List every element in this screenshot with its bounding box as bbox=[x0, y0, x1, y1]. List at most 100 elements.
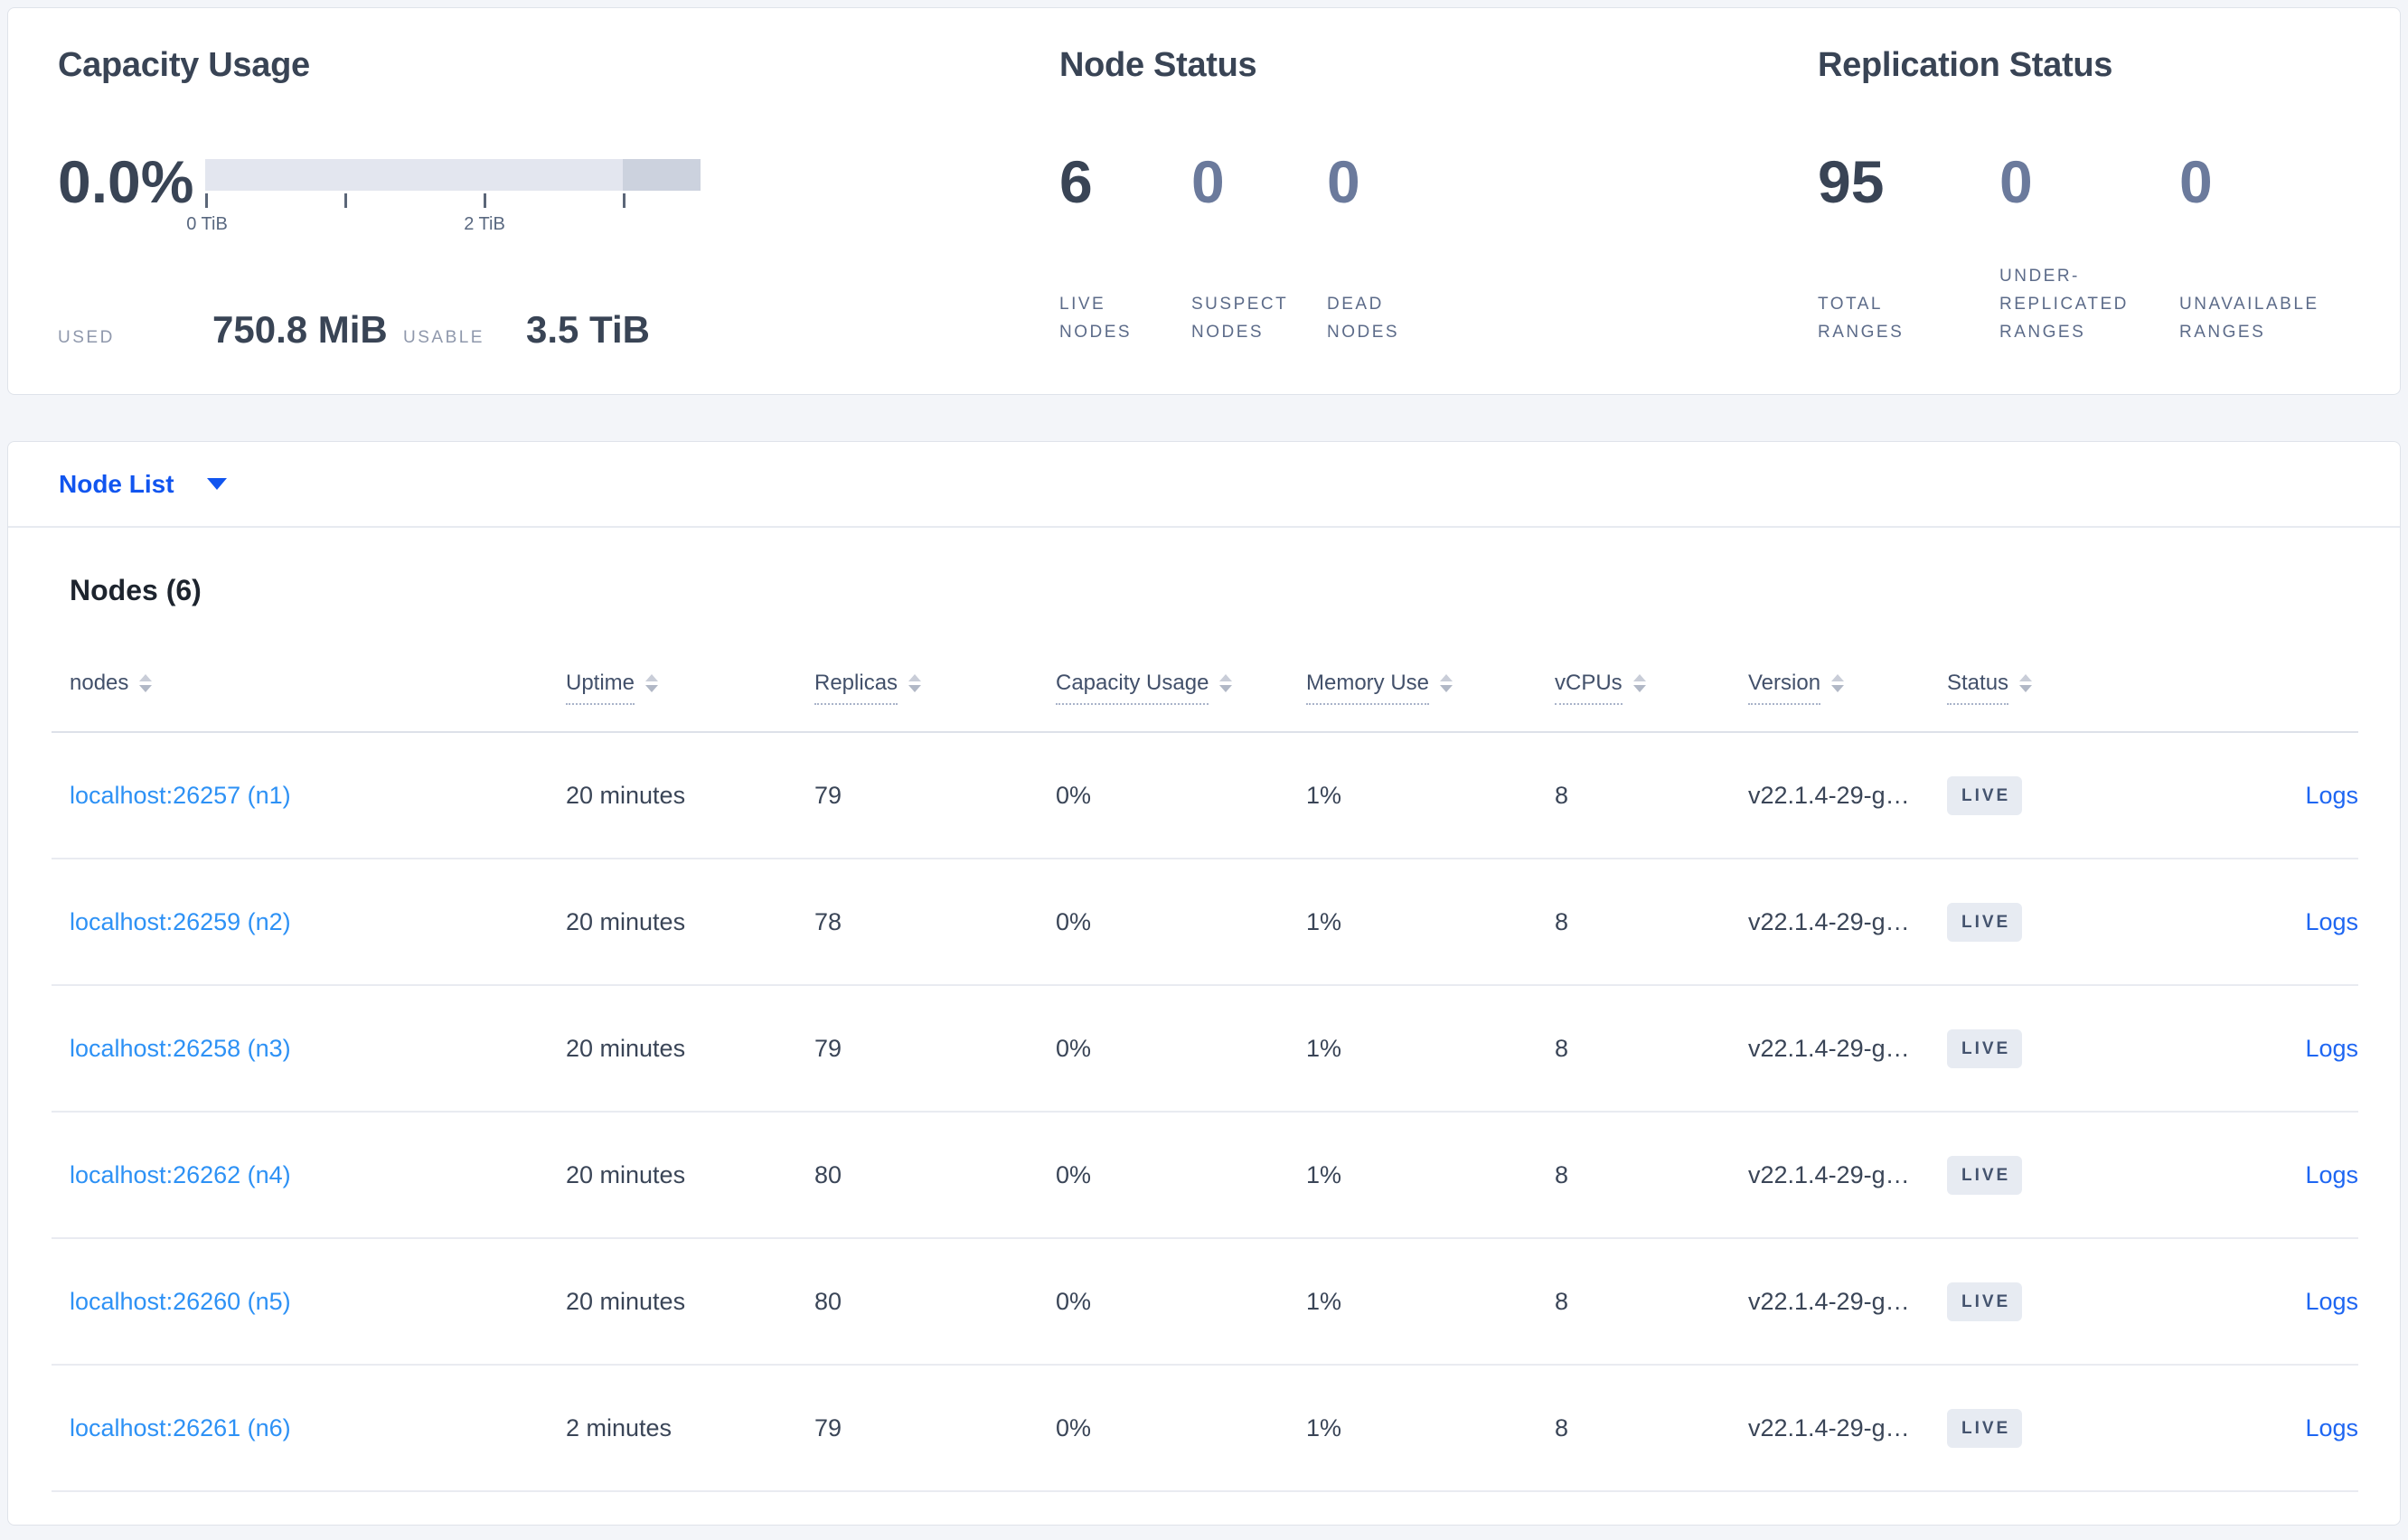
replication-status-title: Replication Status bbox=[1818, 46, 2113, 84]
replicas-cell: 78 bbox=[814, 907, 842, 935]
column-header-label: Version bbox=[1748, 671, 1821, 705]
axis-tick-label: 2 TiB bbox=[464, 214, 505, 234]
sort-icon bbox=[139, 673, 153, 692]
stat-value: 6 bbox=[1059, 148, 1093, 215]
capacity-usage-cell: 0% bbox=[1056, 1287, 1092, 1315]
capacity-usage-cell: 0% bbox=[1056, 907, 1092, 935]
logs-link[interactable]: Logs bbox=[2305, 907, 2358, 935]
capacity-bar-segment bbox=[623, 159, 701, 191]
uptime-cell: 20 minutes bbox=[566, 1034, 686, 1062]
nodes-section: Nodes (6) nodes Uptime Replicas Capacity Us… bbox=[8, 573, 2400, 1492]
status-badge: LIVE bbox=[1947, 775, 2023, 815]
table-row: localhost:26258 (n3) 20 minutes 79 0% 1% 8 v22… bbox=[52, 985, 2358, 1112]
caret-down-icon bbox=[206, 478, 227, 490]
status-cell: LIVE bbox=[1947, 1238, 2132, 1365]
node-status-title: Node Status bbox=[1059, 46, 1257, 84]
version-cell: v22.1.4-29-g… bbox=[1748, 781, 1910, 809]
sort-icon bbox=[1440, 673, 1453, 692]
axis-tick bbox=[623, 193, 626, 208]
sort-up-arrow-icon bbox=[139, 673, 153, 681]
column-header-content: vCPUs bbox=[1555, 671, 1748, 705]
node-link[interactable]: localhost:26259 (n2) bbox=[70, 907, 291, 935]
sort-icon bbox=[645, 673, 659, 692]
vcpus-cell: 8 bbox=[1555, 1160, 1569, 1188]
uptime-cell: 20 minutes bbox=[566, 1160, 686, 1188]
logs-link[interactable]: Logs bbox=[2305, 1034, 2358, 1062]
logs-cell: Logs bbox=[2132, 1112, 2358, 1238]
sort-down-arrow-icon bbox=[1440, 684, 1453, 692]
column-header-memory-use[interactable]: Memory Use bbox=[1306, 643, 1555, 732]
node-cell: localhost:26262 (n4) bbox=[52, 1112, 566, 1238]
column-header-capacity-usage[interactable]: Capacity Usage bbox=[1056, 643, 1306, 732]
usable-value: 3.5 TiB bbox=[526, 308, 650, 351]
node-link[interactable]: localhost:26260 (n5) bbox=[70, 1287, 291, 1315]
stat-value: 0 bbox=[1191, 148, 1225, 215]
capacity-percent-value: 0.0% bbox=[58, 148, 194, 215]
memory-use-cell: 1% bbox=[1306, 907, 1342, 935]
column-header-content: Uptime bbox=[566, 671, 814, 705]
status-cell: LIVE bbox=[1947, 1365, 2132, 1491]
replicas-cell: 79 bbox=[814, 1034, 842, 1062]
logs-cell: Logs bbox=[2132, 732, 2358, 859]
column-header-vcpus[interactable]: vCPUs bbox=[1555, 643, 1748, 732]
logs-link[interactable]: Logs bbox=[2305, 1160, 2358, 1188]
table-row: localhost:26261 (n6) 2 minutes 79 0% 1% 8 v22.… bbox=[52, 1365, 2358, 1491]
sort-down-arrow-icon bbox=[908, 684, 922, 692]
capacity-usage-cell: 0% bbox=[1056, 1034, 1092, 1062]
sort-icon bbox=[2019, 673, 2033, 692]
column-header-replicas[interactable]: Replicas bbox=[814, 643, 1056, 732]
node-cell: localhost:26257 (n1) bbox=[52, 732, 566, 859]
vcpus-cell: 8 bbox=[1555, 1034, 1569, 1062]
stat-value: 0 bbox=[1327, 148, 1360, 215]
sort-up-arrow-icon bbox=[2019, 673, 2033, 681]
replicas-cell: 80 bbox=[814, 1160, 842, 1188]
vcpus-cell: 8 bbox=[1555, 907, 1569, 935]
sort-down-arrow-icon bbox=[1219, 684, 1233, 692]
node-list-dropdown[interactable]: Node List bbox=[8, 442, 2400, 528]
logs-cell: Logs bbox=[2132, 985, 2358, 1112]
sort-down-arrow-icon bbox=[139, 684, 153, 692]
replicas-cell: 80 bbox=[814, 1287, 842, 1315]
node-cell: localhost:26261 (n6) bbox=[52, 1365, 566, 1491]
column-header-status[interactable]: Status bbox=[1947, 643, 2132, 732]
logs-link[interactable]: Logs bbox=[2305, 1287, 2358, 1315]
cluster-summary-card: Capacity Usage 0.0% 0 TiB 2 TiB USED 750… bbox=[7, 7, 2401, 395]
replicas-cell: 79 bbox=[814, 1413, 842, 1441]
node-link[interactable]: localhost:26258 (n3) bbox=[70, 1034, 291, 1062]
column-header-uptime[interactable]: Uptime bbox=[566, 643, 814, 732]
stat-column: 6 LIVE NODES bbox=[1059, 151, 1191, 346]
version-cell: v22.1.4-29-g… bbox=[1748, 1287, 1910, 1315]
column-header-label: Replicas bbox=[814, 671, 898, 705]
vcpus-cell: 8 bbox=[1555, 1287, 1569, 1315]
node-link[interactable]: localhost:26262 (n4) bbox=[70, 1160, 291, 1188]
stat-label: SUSPECT NODES bbox=[1191, 295, 1288, 342]
table-row: localhost:26262 (n4) 20 minutes 80 0% 1% 8 v22… bbox=[52, 1112, 2358, 1238]
sort-up-arrow-icon bbox=[1219, 673, 1233, 681]
status-badge: LIVE bbox=[1947, 1408, 2023, 1448]
logs-cell: Logs bbox=[2132, 1238, 2358, 1365]
sort-down-arrow-icon bbox=[1632, 684, 1646, 692]
column-header-nodes[interactable]: nodes bbox=[52, 643, 566, 732]
logs-link[interactable]: Logs bbox=[2305, 781, 2358, 809]
stat-label: UNAVAILABLE RANGES bbox=[2179, 295, 2319, 342]
capacity-bar-chart: 0 TiB 2 TiB bbox=[186, 151, 701, 250]
version-cell: v22.1.4-29-g… bbox=[1748, 1160, 1910, 1188]
sort-down-arrow-icon bbox=[645, 684, 659, 692]
table-row: localhost:26259 (n2) 20 minutes 78 0% 1% 8 v22… bbox=[52, 859, 2358, 985]
node-link[interactable]: localhost:26261 (n6) bbox=[70, 1413, 291, 1441]
column-header-version[interactable]: Version bbox=[1748, 643, 1947, 732]
status-cell: LIVE bbox=[1947, 1112, 2132, 1238]
sort-up-arrow-icon bbox=[1831, 673, 1845, 681]
axis-tick bbox=[205, 193, 208, 208]
logs-link[interactable]: Logs bbox=[2305, 1413, 2358, 1441]
node-link[interactable]: localhost:26257 (n1) bbox=[70, 781, 291, 809]
column-header-content: Capacity Usage bbox=[1056, 671, 1306, 705]
column-header-label: Capacity Usage bbox=[1056, 671, 1209, 705]
logs-cell: Logs bbox=[2132, 859, 2358, 985]
uptime-cell: 20 minutes bbox=[566, 1287, 686, 1315]
used-label: USED bbox=[58, 328, 115, 347]
uptime-cell: 2 minutes bbox=[566, 1413, 673, 1441]
stat-value: 0 bbox=[2179, 148, 2213, 215]
sort-up-arrow-icon bbox=[645, 673, 659, 681]
stat-label: UNDER-REPLICATED RANGES bbox=[1999, 267, 2129, 342]
